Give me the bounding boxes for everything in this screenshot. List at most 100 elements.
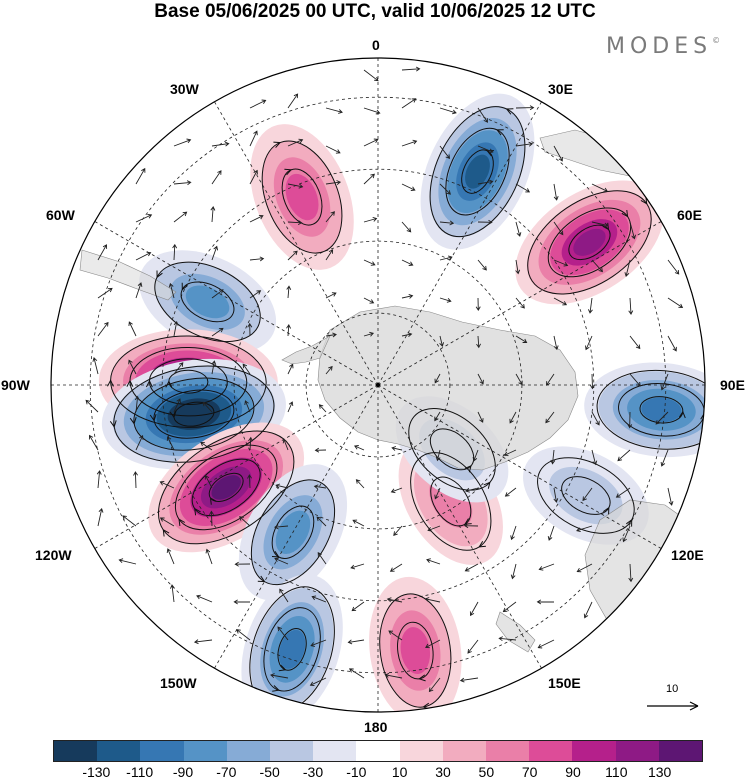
wind-arrow [515, 105, 535, 111]
wind-arrow [287, 138, 304, 147]
longitude-label-90w: 90W [1, 377, 30, 393]
wind-arrow [547, 525, 555, 541]
colorbar-swatch [313, 741, 357, 761]
wind-arrow [244, 400, 251, 413]
wind-arrow [660, 449, 669, 467]
wind-arrow [401, 221, 412, 233]
wind-arrow [515, 335, 528, 343]
wind-arrow [667, 487, 674, 506]
circulation-streamlines [157, 430, 295, 545]
wind-arrow [351, 601, 365, 612]
colorbar-tick-label: -130 [82, 764, 111, 780]
wind-arrow [515, 297, 525, 309]
wind-arrow [401, 66, 421, 72]
wind-arrow [249, 214, 264, 223]
flow-arrowhead [194, 507, 201, 516]
wind-arrow [477, 373, 484, 385]
longitude-label-30w: 30W [170, 81, 199, 97]
wind-arrow [624, 259, 631, 277]
colorbar-swatch [615, 741, 659, 761]
flow-arrowhead [464, 464, 472, 473]
colorbar-tick-label: 30 [435, 764, 451, 780]
wind-arrow [88, 434, 99, 451]
wind-arrow [325, 249, 334, 261]
colorbar-tick-label: -10 [346, 764, 367, 780]
circulation-streamlines [527, 190, 652, 295]
wind-arrow [439, 145, 451, 159]
colorbar-tick-label: -30 [302, 764, 324, 780]
longitude-label-60e: 60E [677, 207, 702, 223]
wind-arrow [553, 487, 559, 503]
circulation-streamlines [109, 365, 275, 463]
longitude-label-30e: 30E [548, 81, 573, 97]
wind-arrow [475, 297, 481, 311]
wind-arrow [274, 557, 289, 565]
wind-arrow [510, 525, 517, 541]
wind-arrow [172, 243, 178, 261]
colorbar-swatch [97, 741, 141, 761]
wind-arrow [536, 599, 555, 605]
flow-arrowhead [505, 108, 514, 115]
wind-arrow [538, 563, 555, 571]
wind-arrow [249, 130, 258, 147]
colorbar-swatch [572, 741, 616, 761]
wind-arrow [317, 551, 327, 565]
colorbar-swatch [270, 741, 314, 761]
reference-vector-label: 10 [666, 683, 679, 695]
wind-arrow [585, 335, 593, 351]
wind-arrow [233, 599, 251, 605]
colorbar-swatch [486, 741, 530, 761]
wind-arrow [325, 332, 337, 338]
wind-arrow [354, 445, 365, 451]
wind-arrow [118, 558, 137, 565]
anomaly-contour-fill [573, 228, 606, 256]
wind-arrow [390, 487, 403, 494]
flow-arrowhead [278, 664, 287, 672]
wind-arrow [97, 321, 109, 337]
wind-arrow [537, 639, 555, 649]
flow-arrowhead [418, 674, 426, 682]
wind-arrow [363, 331, 375, 337]
wind-arrow [629, 221, 637, 240]
wind-arrow [439, 335, 445, 347]
longitude-label-150w: 150W [160, 675, 197, 691]
wind-arrow [363, 173, 375, 185]
wind-arrow [515, 183, 531, 193]
wind-arrow [314, 447, 327, 453]
wind-arrow [85, 399, 99, 413]
wind-arrow [467, 639, 479, 654]
wind-arrow [325, 211, 335, 223]
anomaly-contour-fill [211, 475, 241, 500]
wind-arrow [135, 214, 153, 223]
flow-arrowhead [149, 413, 157, 422]
meridian-line [377, 221, 662, 386]
flow-arrowhead [265, 705, 274, 712]
wind-arrow [173, 362, 184, 375]
meridian-line [214, 101, 379, 386]
wind-arrow [655, 411, 669, 425]
flow-arrowhead [483, 481, 491, 489]
wind-arrow [477, 219, 493, 225]
wind-arrow [325, 145, 341, 154]
wind-arrow [316, 516, 327, 527]
circulation-streamlines [410, 452, 492, 551]
wind-arrow [325, 107, 343, 114]
wind-arrow [477, 259, 487, 271]
circulation-streamlines [379, 593, 452, 710]
wind-arrow [325, 180, 342, 185]
wind-arrow [515, 259, 521, 275]
wind-arrow [234, 561, 251, 567]
wind-arrow [515, 141, 534, 147]
flow-arrowhead [178, 518, 186, 526]
wind-arrow [282, 438, 289, 451]
wind-arrow [287, 93, 299, 109]
wind-arrow [393, 525, 403, 536]
wind-arrow [545, 411, 555, 424]
wind-arrow [629, 335, 641, 350]
wind-arrow [591, 411, 600, 426]
flow-arrowhead [603, 506, 610, 515]
reference-vector [647, 701, 699, 711]
wind-arrow [510, 563, 517, 580]
wind-arrow [477, 179, 494, 185]
wind-arrow [202, 401, 213, 413]
